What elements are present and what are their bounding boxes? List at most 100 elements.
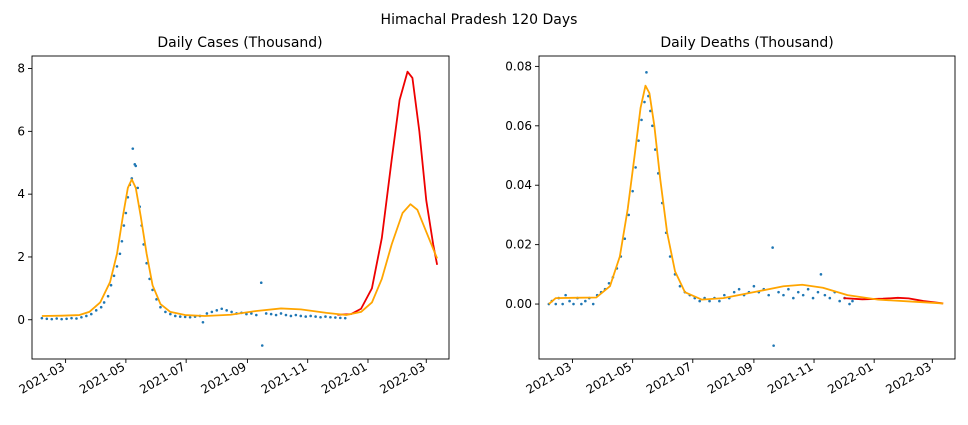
cases-data-point [40, 316, 44, 320]
cases-data-point [151, 288, 154, 292]
cases-data-point [145, 261, 148, 265]
cases-data-point [259, 281, 263, 285]
deaths-data-point [819, 273, 823, 276]
deaths-data-point [771, 246, 774, 249]
cases-data-point [260, 344, 264, 347]
cases-ytick-label: 6 [17, 124, 25, 138]
deaths-data-point [607, 281, 611, 285]
deaths-ytick-label: 0.08 [505, 59, 532, 73]
cases-data-point [85, 314, 88, 318]
cases-data-point [102, 301, 106, 304]
cases-data-point [115, 265, 119, 268]
cases-data-point [155, 298, 158, 301]
cases-axes-frame [31, 55, 450, 360]
deaths-data-point [796, 290, 800, 294]
deaths-scatter-series [547, 71, 854, 347]
cases-data-point [269, 312, 273, 316]
cases-data-point [304, 315, 308, 318]
cases-data-point [55, 317, 58, 320]
deaths-data-point [561, 302, 564, 306]
cases-data-point [159, 305, 162, 309]
deaths-data-point [698, 299, 701, 303]
cases-data-point [173, 314, 177, 318]
cases-data-point [299, 314, 303, 318]
cases-xtick-label: 2021-09 [198, 359, 248, 396]
deaths-data-point [816, 290, 820, 294]
cases-data-point [314, 315, 317, 318]
cases-data-point [120, 239, 124, 243]
deaths-data-point [640, 118, 643, 122]
cases-data-point [80, 315, 83, 319]
cases-data-point [65, 317, 68, 321]
deaths-data-point [654, 148, 657, 151]
cases-data-point [122, 224, 126, 227]
deaths-ytick-label: 0.04 [505, 178, 532, 192]
cases-xtick-label: 2021-07 [137, 359, 187, 396]
deaths-data-point [767, 293, 770, 297]
deaths-data-point [752, 284, 756, 288]
cases-data-point [274, 313, 278, 317]
deaths-data-point [634, 166, 637, 169]
deaths-data-point [651, 124, 654, 128]
cases-data-point [106, 294, 110, 298]
cases-data-point [201, 320, 205, 324]
cases-data-point [284, 313, 288, 317]
deaths-ytick-label: 0.02 [505, 238, 532, 252]
deaths-data-point [678, 284, 682, 288]
cases-xtick-label: 2021-03 [17, 359, 67, 396]
deaths-data-point [851, 299, 854, 303]
cases-data-point [319, 315, 322, 319]
cases-data-point [329, 315, 332, 319]
cases-ytick-label: 0 [17, 313, 25, 327]
cases-data-point [339, 316, 342, 320]
cases-data-point [45, 317, 49, 321]
cases-data-point [89, 312, 93, 316]
cases-xtick-label: 2022-01 [319, 359, 369, 396]
cases-data-point [324, 315, 327, 318]
deaths-data-point [580, 302, 583, 306]
cases-data-point [118, 252, 122, 256]
cases-data-point [210, 310, 214, 314]
deaths-data-point [823, 293, 827, 297]
deaths-xtick-label: 2021-09 [705, 359, 755, 396]
deaths-data-point [645, 71, 648, 74]
deaths-xtick-label: 2021-05 [584, 359, 634, 396]
cases-data-point [99, 305, 103, 309]
cases-data-point [178, 315, 182, 318]
deaths-data-point [708, 299, 711, 303]
cases-ytick-label: 2 [17, 250, 25, 264]
deaths-data-point [584, 299, 587, 303]
deaths-data-point [737, 287, 741, 291]
deaths-data-point [732, 290, 736, 294]
deaths-ytick-label: 0.00 [505, 297, 532, 311]
deaths-data-point [591, 302, 595, 306]
cases-data-point [112, 274, 116, 278]
cases-data-point [70, 316, 73, 320]
cases-ytick-label: 8 [17, 62, 25, 76]
cases-data-point [124, 211, 128, 215]
cases-data-point [230, 310, 233, 314]
cases-data-point [169, 312, 172, 316]
cases-data-point [294, 313, 298, 317]
cases-data-point [343, 316, 347, 320]
cases-data-point [164, 310, 167, 314]
cases-data-point [220, 307, 224, 311]
cases-data-point [148, 277, 151, 281]
deaths-data-point [668, 255, 672, 258]
deaths-fit-line-red [843, 296, 944, 305]
deaths-xtick-label: 2022-03 [883, 359, 933, 396]
deaths-data-point [782, 293, 785, 297]
deaths-data-point [568, 299, 571, 303]
deaths-data-point [723, 293, 726, 297]
cases-data-point [255, 313, 258, 317]
cases-data-point [264, 312, 268, 315]
cases-ytick-label: 4 [17, 187, 25, 201]
deaths-data-point [777, 290, 780, 294]
deaths-plot-area: 0.00 0.02 0.04 0.06 0.08 2021-03 2021-05 2021-0… [505, 55, 956, 397]
deaths-data-point [801, 293, 805, 297]
cases-data-point [60, 317, 63, 321]
cases-data-point [94, 309, 98, 312]
cases-data-point [136, 186, 140, 190]
deaths-data-point [623, 237, 627, 240]
